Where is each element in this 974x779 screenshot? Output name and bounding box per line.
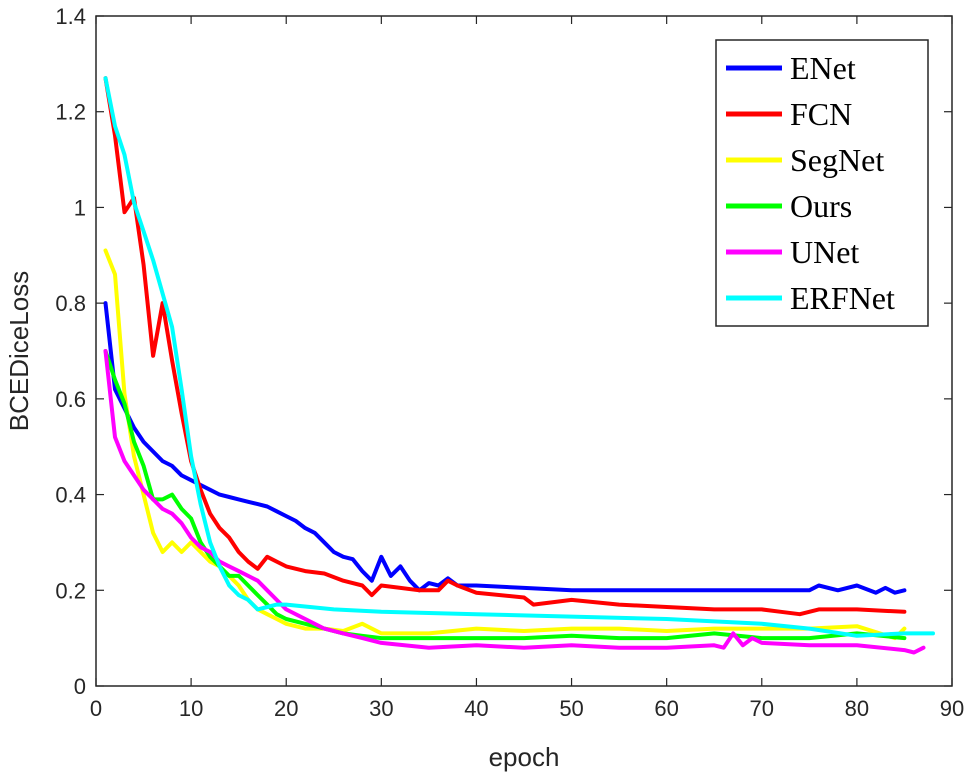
- legend-label-segnet: SegNet: [790, 142, 884, 178]
- series-line-fcn: [103, 76, 907, 617]
- tick-layer: 0 10 20 30 40 50 60 70 80 90 0 0.2 0.4 0.6 0.8 1 1.2 1.4: [55, 4, 964, 721]
- legend-label-fcn: FCN: [790, 96, 852, 132]
- legend-box: [715, 39, 929, 327]
- series-line-enet: [103, 301, 907, 595]
- legend-label-enet: ENet: [790, 50, 856, 86]
- legend-label-ours: Ours: [790, 188, 852, 224]
- y-tick-label: 1.2: [55, 100, 86, 125]
- series-line-unet: [103, 349, 926, 655]
- y-tick-label: 1.4: [55, 4, 86, 29]
- x-tick-label: 10: [179, 696, 203, 721]
- y-tick-label: 0.4: [55, 483, 86, 508]
- x-tick-label: 0: [90, 696, 102, 721]
- x-axis-label: epoch: [489, 742, 560, 772]
- x-tick-label: 70: [750, 696, 774, 721]
- y-tick-label: 1: [74, 195, 86, 220]
- series-line-segnet: [103, 248, 907, 641]
- x-tick-label: 90: [940, 696, 964, 721]
- legend-label-unet: UNet: [790, 234, 859, 270]
- y-tick-label: 0.6: [55, 387, 86, 412]
- x-tick-label: 40: [464, 696, 488, 721]
- y-axis-label: BCEDiceLoss: [4, 271, 34, 431]
- x-tick-label: 20: [274, 696, 298, 721]
- series-line-erfnet: [103, 76, 935, 638]
- x-tick-label: 80: [845, 696, 869, 721]
- y-tick-label: 0: [74, 674, 86, 699]
- x-tick-label: 30: [369, 696, 393, 721]
- y-tick-label: 0.8: [55, 291, 86, 316]
- legend-entries: ENet FCN SegNet Ours UNet ERFNet: [726, 50, 895, 316]
- x-tick-label: 60: [654, 696, 678, 721]
- legend: ENet FCN SegNet Ours UNet ERFNet: [715, 39, 929, 327]
- series-line-ours: [103, 349, 907, 641]
- series-layer: [103, 76, 935, 655]
- y-tick-label: 0.2: [55, 578, 86, 603]
- x-tick-label: 50: [559, 696, 583, 721]
- legend-label-erfnet: ERFNet: [790, 280, 895, 316]
